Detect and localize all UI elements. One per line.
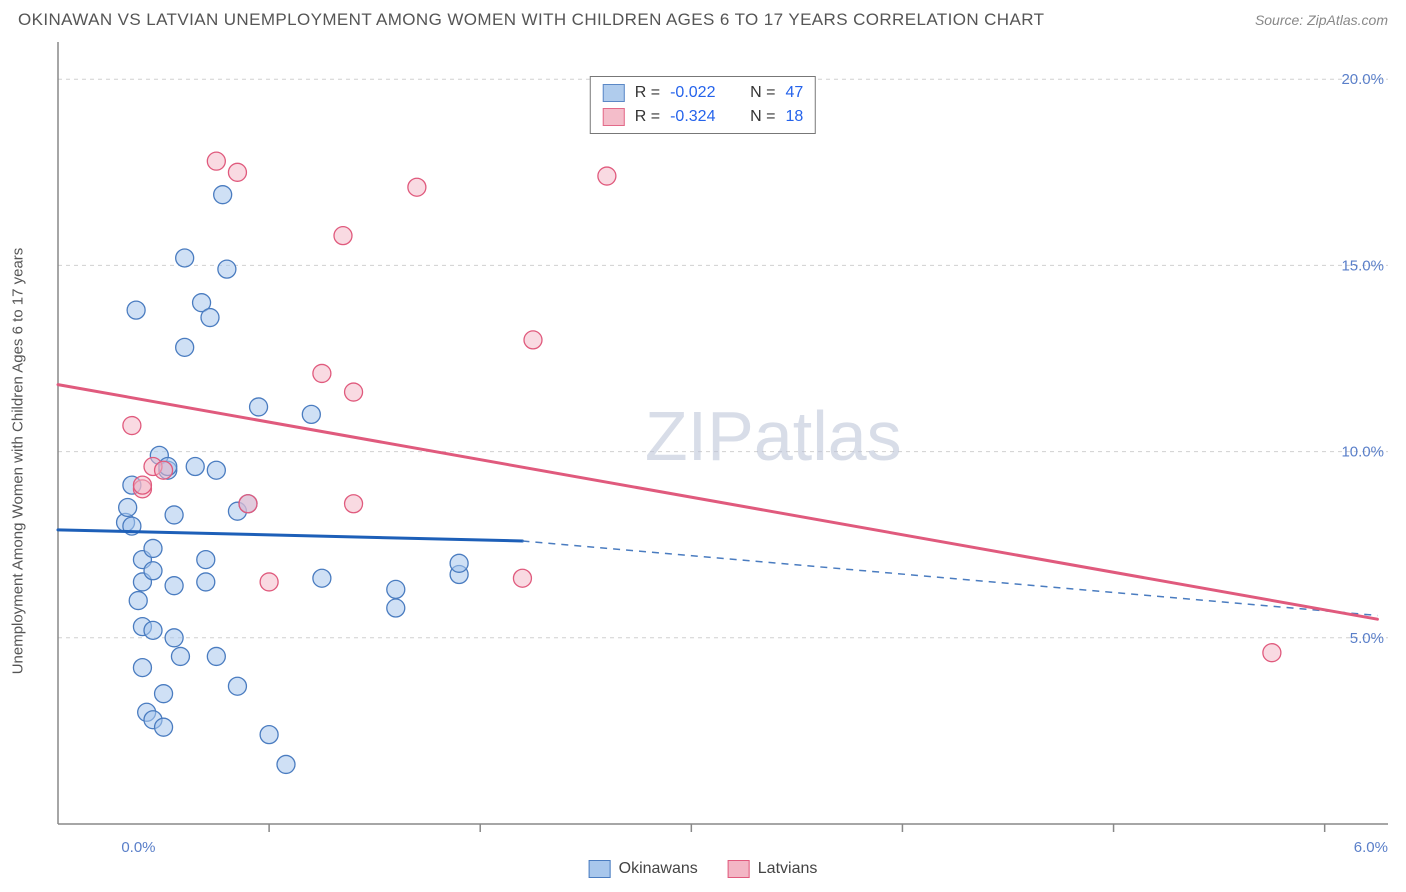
okinawans-point — [176, 249, 194, 267]
okinawans-point — [387, 599, 405, 617]
latvians-point — [155, 461, 173, 479]
okinawans-point — [165, 577, 183, 595]
r-label: R = — [635, 108, 660, 126]
okinawans-point — [207, 461, 225, 479]
okinawans-point — [165, 506, 183, 524]
okinawans-point — [260, 726, 278, 744]
legend-label: Latvians — [758, 860, 818, 878]
okinawans-point — [165, 629, 183, 647]
legend-swatch — [603, 108, 625, 126]
okinawans-point — [171, 647, 189, 665]
y-axis-label: Unemployment Among Women with Children A… — [10, 248, 27, 675]
legend-label: Okinawans — [619, 860, 698, 878]
svg-text:6.0%: 6.0% — [1354, 839, 1388, 856]
latvians-point — [313, 364, 331, 382]
okinawans-point — [218, 260, 236, 278]
okinawans-point — [144, 539, 162, 557]
legend-swatch — [589, 860, 611, 878]
n-value: 18 — [785, 108, 803, 126]
okinawans-point — [277, 755, 295, 773]
svg-text:10.0%: 10.0% — [1341, 444, 1384, 461]
chart-title: OKINAWAN VS LATVIAN UNEMPLOYMENT AMONG W… — [18, 10, 1044, 30]
okinawans-point — [302, 405, 320, 423]
okinawans-point — [176, 338, 194, 356]
svg-text:0.0%: 0.0% — [121, 839, 155, 856]
latvians-point — [345, 495, 363, 513]
svg-text:20.0%: 20.0% — [1341, 71, 1384, 88]
latvians-point — [260, 573, 278, 591]
latvians-point — [228, 163, 246, 181]
r-value: -0.022 — [670, 84, 730, 102]
okinawans-point — [155, 685, 173, 703]
latvians-point — [524, 331, 542, 349]
source-attribution: Source: ZipAtlas.com — [1255, 12, 1388, 28]
latvians-point — [598, 167, 616, 185]
latvians-point — [345, 383, 363, 401]
okinawans-point — [450, 554, 468, 572]
okinawans-trend-line — [58, 530, 522, 541]
series-legend-okinawans: Okinawans — [589, 860, 698, 878]
series-legend-latvians: Latvians — [728, 860, 818, 878]
okinawans-point — [313, 569, 331, 587]
okinawans-point — [201, 309, 219, 327]
latvians-point — [408, 178, 426, 196]
okinawans-point — [197, 551, 215, 569]
okinawans-point — [207, 647, 225, 665]
okinawans-point — [129, 592, 147, 610]
okinawans-point — [155, 718, 173, 736]
legend-swatch — [603, 84, 625, 102]
okinawans-point — [250, 398, 268, 416]
okinawans-point — [144, 562, 162, 580]
okinawans-point — [144, 621, 162, 639]
correlation-legend: R = -0.022 N = 47 R = -0.324 N = 18 — [590, 76, 816, 134]
latvians-point — [123, 417, 141, 435]
legend-row-okinawans: R = -0.022 N = 47 — [603, 81, 803, 105]
svg-text:15.0%: 15.0% — [1341, 257, 1384, 274]
latvians-point — [1263, 644, 1281, 662]
svg-text:5.0%: 5.0% — [1350, 630, 1384, 647]
okinawans-point — [127, 301, 145, 319]
latvians-point — [239, 495, 257, 513]
chart-area: Unemployment Among Women with Children A… — [0, 36, 1406, 886]
okinawans-point — [197, 573, 215, 591]
latvians-point — [513, 569, 531, 587]
legend-row-latvians: R = -0.324 N = 18 — [603, 105, 803, 129]
legend-swatch — [728, 860, 750, 878]
latvians-point — [334, 227, 352, 245]
okinawans-point — [133, 659, 151, 677]
series-legend: Okinawans Latvians — [589, 860, 818, 878]
okinawans-point — [186, 458, 204, 476]
r-label: R = — [635, 84, 660, 102]
okinawans-point — [228, 677, 246, 695]
n-label: N = — [750, 84, 775, 102]
n-value: 47 — [785, 84, 803, 102]
okinawans-point — [387, 580, 405, 598]
okinawans-point — [119, 498, 137, 516]
okinawans-point — [214, 186, 232, 204]
okinawans-trend-extrapolation — [522, 541, 1377, 615]
latvians-point — [133, 476, 151, 494]
n-label: N = — [750, 108, 775, 126]
latvians-point — [207, 152, 225, 170]
scatter-plot-svg: 0.0% 6.0% 5.0% 10.0% 15.0% 20.0% — [0, 36, 1406, 886]
r-value: -0.324 — [670, 108, 730, 126]
